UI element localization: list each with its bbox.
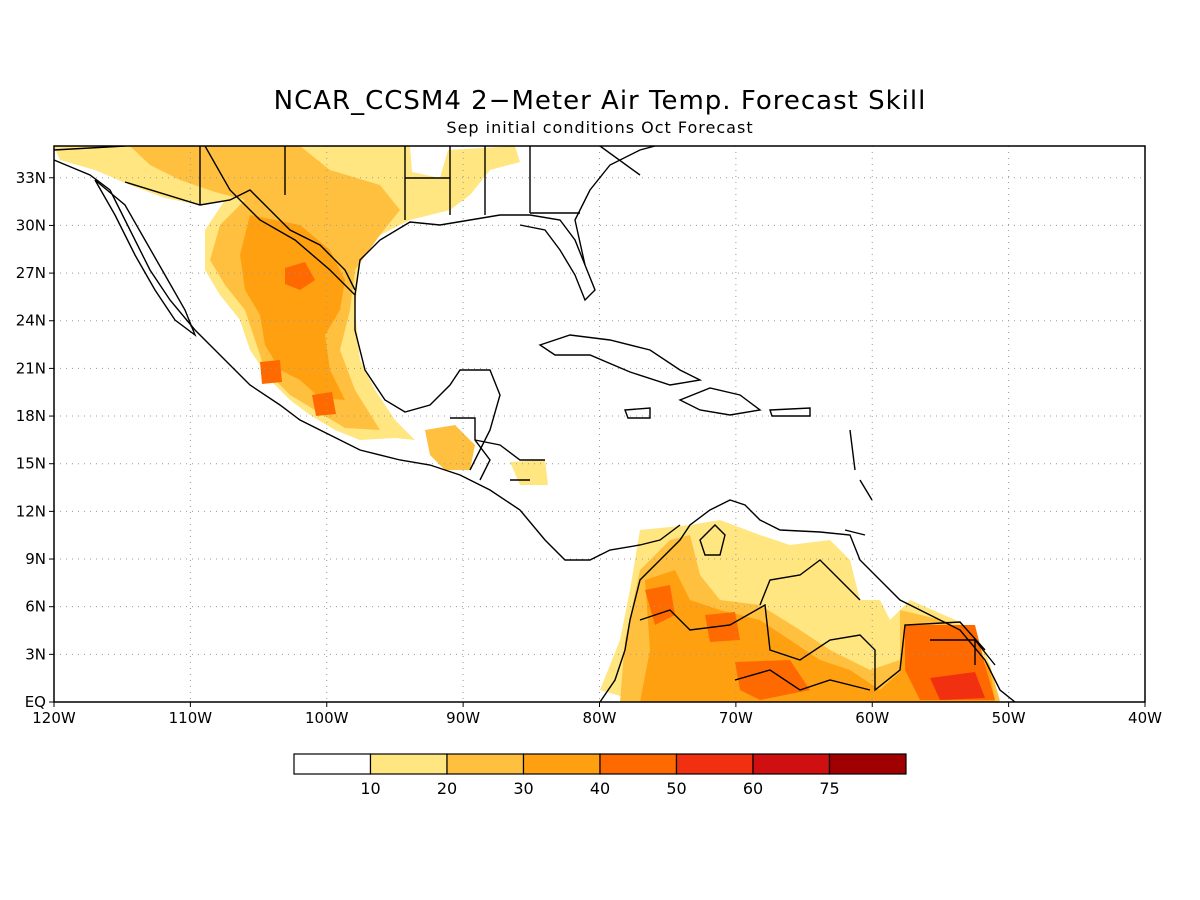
y-tick-label: 3N	[25, 645, 46, 663]
y-tick-label: 33N	[16, 169, 46, 187]
legend-label: 20	[437, 779, 457, 798]
x-tick-label: 40W	[1128, 709, 1162, 727]
legend-swatch	[752, 753, 831, 775]
skill-area-guatemala	[425, 425, 475, 470]
coastline-trinidad-lesser-antilles	[844, 429, 873, 536]
skill-area-mexico-peak	[260, 262, 336, 416]
x-tick-label: 100W	[305, 709, 349, 727]
x-tick-label: 80W	[583, 709, 617, 727]
y-tick-label: 27N	[16, 264, 46, 282]
legend-swatch	[675, 753, 754, 775]
x-axis: 120W 110W 100W 90W 80W 70W 60W 50W 40W	[32, 702, 1162, 727]
y-tick-label: 12N	[16, 502, 46, 520]
legend-swatch	[522, 753, 601, 775]
coastline-us-gulf	[354, 214, 596, 302]
coastline-cuba	[538, 334, 703, 386]
legend-label: 75	[819, 779, 839, 798]
border-us-states	[199, 146, 641, 220]
legend-swatch	[369, 753, 448, 775]
y-tick-label: 30N	[16, 216, 46, 234]
y-tick-label: 6N	[25, 598, 46, 616]
x-tick-label: 70W	[719, 709, 753, 727]
y-tick-label: 18N	[16, 407, 46, 425]
y-tick-label: 9N	[25, 550, 46, 568]
y-tick-label: 21N	[16, 359, 46, 377]
legend-label: 30	[513, 779, 533, 798]
skill-area-sa-peak	[645, 585, 995, 700]
legend-swatch	[293, 753, 372, 775]
x-tick-label: 90W	[446, 709, 480, 727]
map-subtitle: Sep initial conditions Oct Forecast	[446, 118, 754, 137]
legend-label: 10	[360, 779, 380, 798]
map-title: NCAR_CCSM4 2−Meter Air Temp. Forecast Sk…	[273, 86, 927, 116]
coastline-jamaica	[624, 407, 651, 419]
y-tick-label: 24N	[16, 312, 46, 330]
legend-swatch	[599, 753, 678, 775]
coastline-hispaniola	[678, 387, 762, 416]
coastline-baja	[94, 179, 197, 338]
y-tick-label: 15N	[16, 455, 46, 473]
border-central-america	[450, 417, 545, 481]
legend-swatch	[828, 753, 907, 775]
x-tick-label: 60W	[855, 709, 889, 727]
x-tick-label: 110W	[169, 709, 213, 727]
legend-label: 40	[590, 779, 610, 798]
coastline-maracaibo	[699, 524, 726, 556]
border-south-america	[639, 559, 996, 692]
coastline-florida-atlantic	[574, 146, 656, 266]
legend-label: 60	[743, 779, 763, 798]
colorbar-legend: 10 20 30 40 50 60 75	[293, 753, 907, 798]
coastline-north-america-gulf	[54, 159, 681, 561]
skill-area-honduras	[510, 460, 548, 485]
y-axis: EQ 3N 6N 9N 12N 15N 18N 21N 24N 27N 30N 33N	[16, 169, 54, 711]
y-tick-label: EQ	[25, 693, 46, 711]
coastline-south-america	[599, 499, 1016, 702]
legend-swatch	[446, 753, 525, 775]
coastline-gulf-of-mexico	[204, 146, 501, 471]
coastline-puerto-rico	[769, 407, 811, 417]
skill-shading	[54, 146, 1000, 702]
x-tick-label: 50W	[992, 709, 1026, 727]
coastlines	[54, 146, 1016, 702]
legend-label: 50	[666, 779, 686, 798]
x-tick-label: 120W	[32, 709, 76, 727]
skill-area-sa-max	[930, 672, 985, 700]
